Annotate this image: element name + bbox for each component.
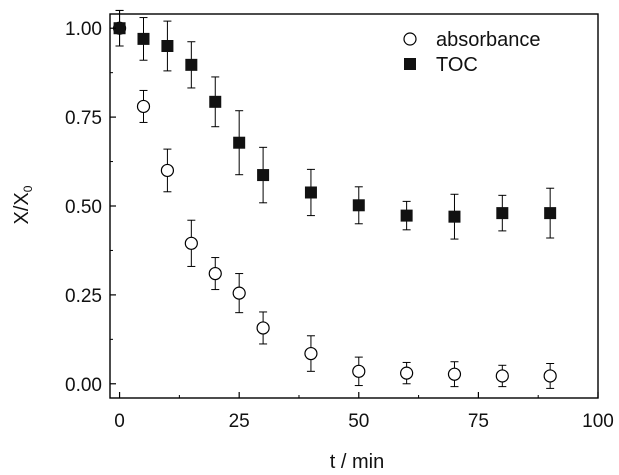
- toc-point: [448, 210, 461, 223]
- toc-point: [304, 186, 317, 199]
- y-tick-label: 1.00: [65, 19, 102, 40]
- y-axis-label: X/X0: [11, 185, 35, 224]
- absorbance-point: [160, 163, 175, 178]
- absorbance-point: [184, 236, 198, 250]
- y-axis-label-subscript: 0: [21, 185, 35, 192]
- toc-point: [113, 22, 126, 35]
- x-tick-label: 0: [114, 411, 125, 432]
- absorbance-point: [304, 346, 318, 361]
- toc-point: [352, 199, 365, 212]
- toc-point: [185, 58, 198, 71]
- absorbance-point: [543, 369, 557, 383]
- y-axis-label-main: X/X: [11, 192, 33, 224]
- ticks-layer: 0 25 50 75 100 0.00 0.25 0.50 0.75 1.00: [65, 19, 614, 432]
- x-tick-label: 50: [348, 411, 369, 432]
- y-tick-label: 0.50: [65, 197, 102, 218]
- absorbance-point: [352, 364, 366, 378]
- absorbance-point: [447, 367, 462, 381]
- absorbance-point: [232, 286, 246, 300]
- x-tick-label: 25: [229, 411, 250, 432]
- toc-point: [161, 40, 174, 52]
- absorbance-point: [400, 366, 414, 380]
- absorbance-point: [208, 266, 222, 281]
- absorbance-point: [256, 321, 270, 335]
- legend-toc-label: TOC: [436, 54, 478, 76]
- markers-layer: [112, 21, 557, 383]
- absorbance-point: [136, 99, 151, 114]
- absorbance-point: [495, 369, 509, 383]
- toc-point: [137, 32, 150, 45]
- legend-absorbance-marker: [403, 32, 417, 46]
- y-tick-label: 0.00: [65, 375, 102, 396]
- x-tick-label: 100: [582, 411, 614, 432]
- toc-point: [209, 95, 222, 108]
- y-tick-label: 0.25: [65, 286, 102, 307]
- x-tick-label: 75: [468, 411, 489, 432]
- error-bars-layer: [115, 9, 555, 389]
- toc-point: [257, 169, 270, 182]
- toc-point: [544, 207, 557, 220]
- toc-point: [233, 136, 246, 149]
- x-axis-label: t / min: [330, 451, 384, 473]
- y-tick-label: 0.75: [65, 108, 102, 129]
- legend-toc-marker: [404, 58, 416, 70]
- legend-absorbance-label: absorbance: [436, 29, 541, 51]
- toc-point: [400, 209, 413, 222]
- toc-point: [496, 207, 509, 220]
- legend: absorbance TOC: [403, 29, 541, 76]
